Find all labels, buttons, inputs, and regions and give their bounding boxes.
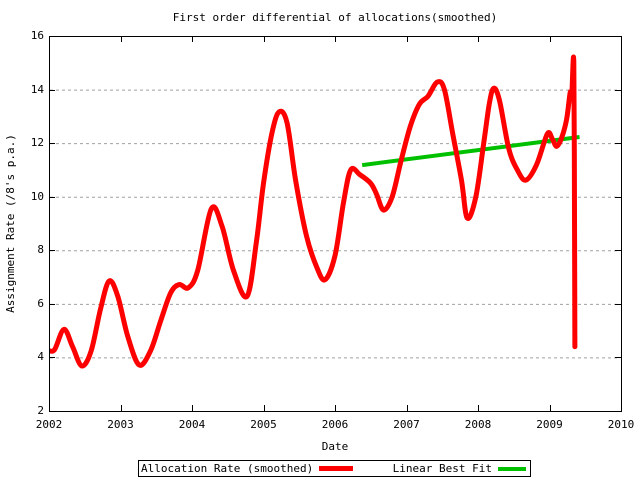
y-tick-label: 2 xyxy=(37,404,44,417)
legend-swatch-red-line xyxy=(319,466,354,471)
y-tick-label: 16 xyxy=(30,29,44,42)
legend-box: Allocation Rate (smoothed) Linear Best F… xyxy=(138,460,531,477)
legend-item-linear-fit: Linear Best Fit xyxy=(393,462,526,475)
y-axis-title: Assignment Rate (/8's p.a.) xyxy=(4,134,17,313)
y-tick-label: 10 xyxy=(30,189,44,203)
x-tick-label: 2010 xyxy=(607,418,635,431)
y-tick-label: 12 xyxy=(30,136,44,150)
x-tick-label: 2009 xyxy=(536,418,563,431)
y-tick-label: 8 xyxy=(37,243,44,257)
y-tick-label: 14 xyxy=(30,82,44,96)
legend-label-linear-fit: Linear Best Fit xyxy=(392,462,492,475)
x-tick-label: 2007 xyxy=(393,418,420,431)
chart-title: First order differential of allocations(… xyxy=(172,11,498,24)
x-tick-label: 2006 xyxy=(321,418,349,431)
y-tick-label: 6 xyxy=(37,296,44,310)
x-tick-label: 2004 xyxy=(178,418,206,431)
legend-item-allocation-rate: Allocation Rate (smoothed) xyxy=(141,462,354,475)
legend-swatch-green-line xyxy=(498,466,526,471)
x-tick-label: 2002 xyxy=(35,418,63,431)
legend-label-allocation-rate: Allocation Rate (smoothed) xyxy=(141,462,314,475)
x-tick-label: 2008 xyxy=(464,418,492,431)
x-tick-label: 2005 xyxy=(250,418,277,431)
x-axis-title: Date xyxy=(321,440,349,453)
allocation-rate-curve xyxy=(49,54,578,369)
x-tick-label: 2003 xyxy=(107,418,134,431)
y-tick-label: 4 xyxy=(37,350,44,364)
